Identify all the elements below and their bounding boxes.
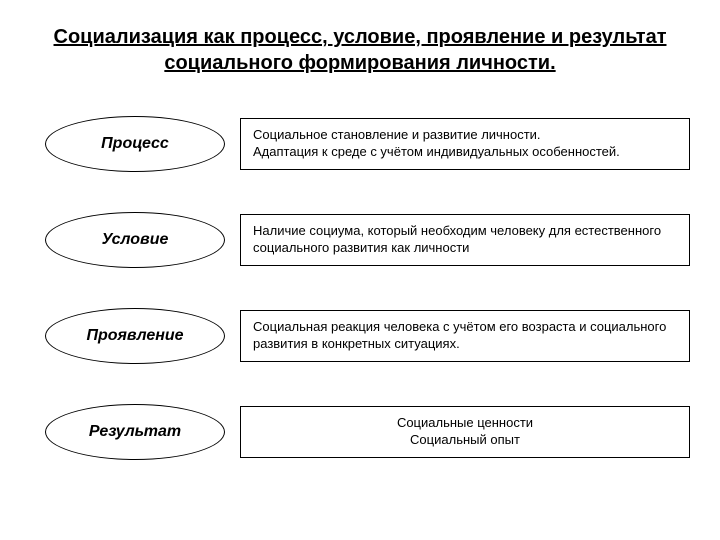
description-rect: Социальное становление и развитие личнос…	[240, 118, 690, 170]
aspect-ellipse: Процесс	[45, 116, 225, 172]
diagram-title: Социализация как процесс, условие, прояв…	[30, 24, 690, 76]
ellipse-wrap: Условие	[30, 212, 240, 268]
diagram-row: Процесс Социальное становление и развити…	[30, 116, 690, 172]
aspect-ellipse: Условие	[45, 212, 225, 268]
ellipse-wrap: Проявление	[30, 308, 240, 364]
description-rect: Социальная реакция человека с учётом его…	[240, 310, 690, 362]
description-rect: Социальные ценностиСоциальный опыт	[240, 406, 690, 458]
aspect-ellipse: Результат	[45, 404, 225, 460]
aspect-ellipse: Проявление	[45, 308, 225, 364]
rows-container: Процесс Социальное становление и развити…	[30, 116, 690, 460]
ellipse-wrap: Процесс	[30, 116, 240, 172]
diagram-row: Результат Социальные ценностиСоциальный …	[30, 404, 690, 460]
ellipse-wrap: Результат	[30, 404, 240, 460]
diagram-row: Проявление Социальная реакция человека с…	[30, 308, 690, 364]
description-rect: Наличие социума, который необходим челов…	[240, 214, 690, 266]
diagram-row: Условие Наличие социума, который необход…	[30, 212, 690, 268]
